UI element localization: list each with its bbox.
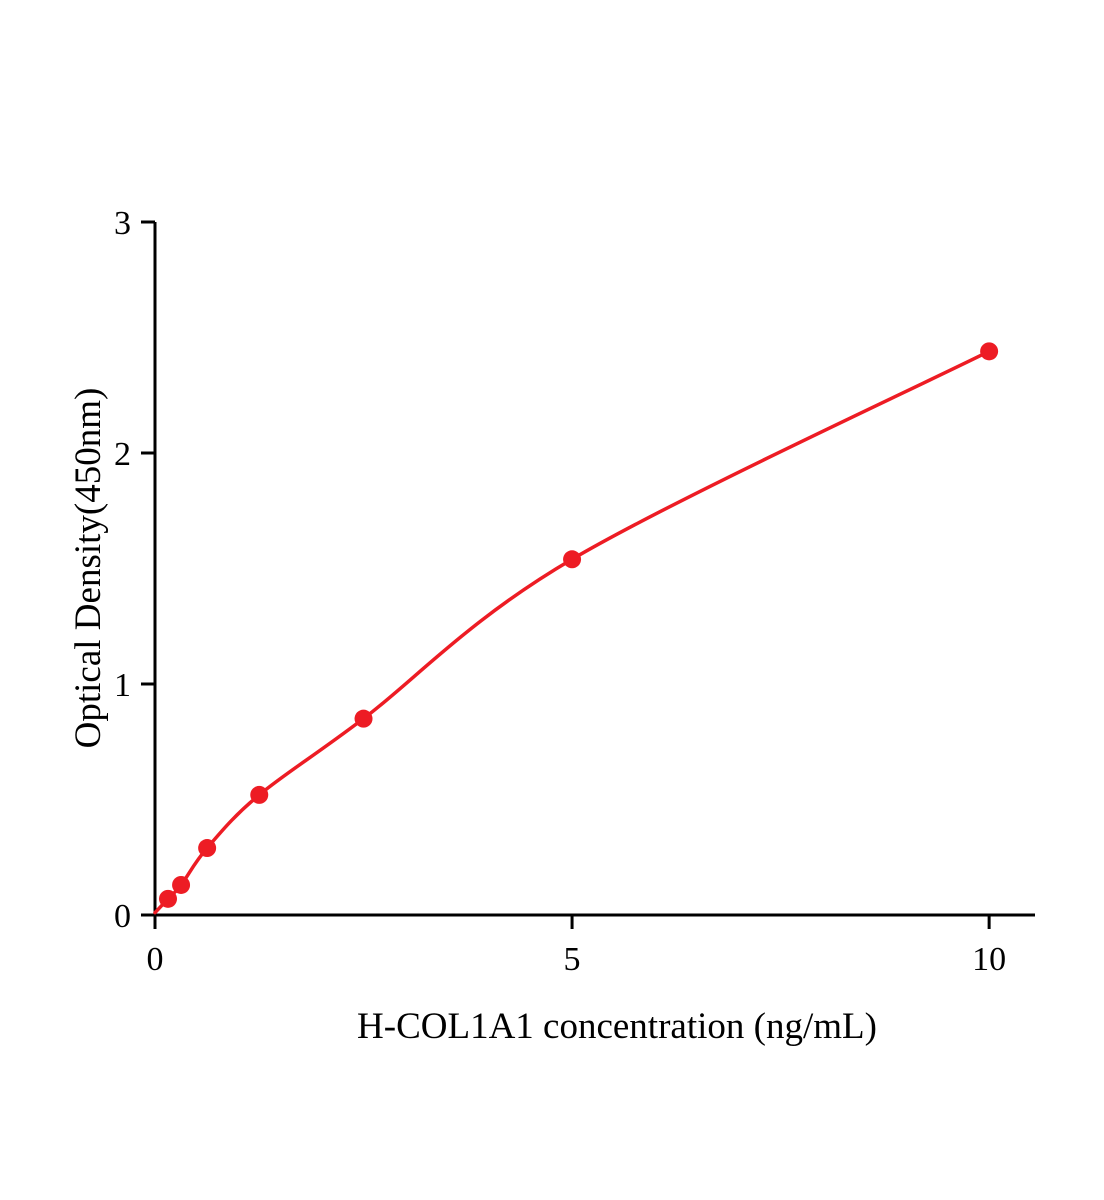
tick-labels: 0 5 10 0 1 2 3 (114, 205, 1006, 978)
y-tick-label: 1 (114, 667, 131, 704)
axes (141, 220, 1035, 929)
x-tick-label: 5 (564, 941, 581, 978)
x-tick-label: 0 (147, 941, 164, 978)
x-axis-label: H-COL1A1 concentration (ng/mL) (357, 1006, 877, 1047)
data-point-marker (172, 875, 191, 894)
y-tick-label: 0 (114, 898, 131, 935)
fit-curve-path (153, 349, 991, 915)
y-tick-label: 2 (114, 436, 131, 473)
data-points (159, 342, 999, 908)
data-point-marker (250, 785, 269, 804)
data-point-marker (563, 550, 582, 569)
fit-curve (153, 349, 991, 915)
data-point-marker (980, 342, 999, 361)
x-tick-label: 10 (972, 941, 1006, 978)
data-point-marker (198, 839, 217, 858)
y-tick-label: 3 (114, 205, 131, 242)
data-point-marker (354, 709, 373, 728)
y-axis-label: Optical Density(450nm) (68, 388, 109, 749)
data-point-marker (159, 889, 178, 908)
